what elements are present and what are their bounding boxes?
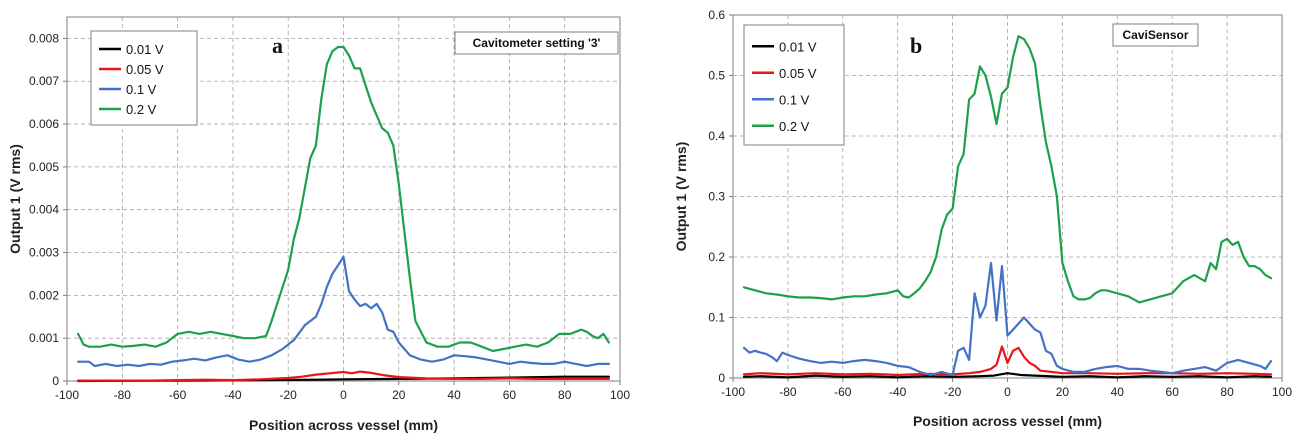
x-tick-label: -60 bbox=[169, 388, 187, 402]
legend-label: 0.05 V bbox=[126, 62, 164, 77]
series-line-0-1-V bbox=[742, 261, 1273, 377]
y-tick-label: 0 bbox=[52, 374, 59, 388]
x-tick-label: -100 bbox=[721, 385, 745, 399]
y-tick-label: 0.006 bbox=[29, 117, 59, 131]
x-tick-label: 100 bbox=[610, 388, 630, 402]
y-tick-label: 0.004 bbox=[29, 203, 59, 217]
y-tick-label: 0.005 bbox=[29, 160, 59, 174]
x-tick-label: -80 bbox=[779, 385, 797, 399]
y-tick-label: 0.002 bbox=[29, 288, 59, 302]
y-axis-title: Output 1 (V rms) bbox=[673, 142, 689, 252]
legend-label: 0.1 V bbox=[779, 92, 810, 107]
chart-panel-b: -100 -80 -60 -40 -20 0 20 40 60 80 100 0 0.1 0.2 0.3 0.… bbox=[673, 8, 1292, 429]
x-tick-label: 40 bbox=[1111, 385, 1125, 399]
x-tick-label: -20 bbox=[280, 388, 298, 402]
y-tick-label: 0.4 bbox=[708, 129, 725, 143]
series-lines bbox=[76, 45, 611, 383]
panel-letter: b bbox=[910, 33, 922, 58]
x-tick-label: -20 bbox=[944, 385, 962, 399]
x-axis-ticks: -100 -80 -60 -40 -20 0 20 40 60 80 100 bbox=[721, 378, 1292, 399]
y-tick-label: 0.2 bbox=[708, 250, 725, 264]
series-line-0-05-V bbox=[76, 370, 611, 382]
y-tick-label: 0.001 bbox=[29, 331, 59, 345]
x-tick-label: 60 bbox=[503, 388, 517, 402]
x-tick-label: -80 bbox=[114, 388, 132, 402]
x-tick-label: -40 bbox=[224, 388, 242, 402]
x-tick-label: 0 bbox=[340, 388, 347, 402]
legend: 0.01 V 0.05 V 0.1 V 0.2 V bbox=[743, 24, 845, 146]
chart-panel-a: -100 -80 -60 -40 -20 0 20 40 60 80 10000.0010.0020… bbox=[7, 16, 630, 433]
y-axis-ticks: 0 0.001 0.002 0.003 0.004 0.005 0.006 0.007 0.00… bbox=[29, 31, 67, 388]
x-tick-label: 0 bbox=[1004, 385, 1011, 399]
x-axis-title: Position across vessel (mm) bbox=[913, 413, 1102, 429]
y-axis-title: Output 1 (V rms) bbox=[7, 144, 23, 254]
series-line-0-01-V bbox=[742, 372, 1273, 379]
x-tick-label: 100 bbox=[1272, 385, 1292, 399]
y-tick-label: 0 bbox=[718, 371, 725, 385]
x-tick-label: -40 bbox=[889, 385, 907, 399]
y-axis-ticks: 0 0.1 0.2 0.3 0.4 0.5 0.6 bbox=[708, 8, 733, 385]
x-tick-label: 60 bbox=[1166, 385, 1180, 399]
series-lines bbox=[742, 35, 1273, 379]
setting-label-box bbox=[454, 31, 619, 55]
legend-label: 0.01 V bbox=[126, 42, 164, 57]
legend-label: 0.1 V bbox=[126, 82, 157, 97]
legend-label: 0.2 V bbox=[126, 102, 157, 117]
y-tick-label: 0.008 bbox=[29, 31, 59, 45]
y-tick-label: 0.003 bbox=[29, 246, 59, 260]
legend-label: 0.2 V bbox=[779, 119, 810, 134]
series-line-0-2-V bbox=[76, 45, 611, 353]
y-tick-label: 0.3 bbox=[708, 190, 725, 204]
series-line-0-2-V bbox=[742, 35, 1273, 304]
x-tick-label: -60 bbox=[834, 385, 852, 399]
legend-label: 0.01 V bbox=[779, 39, 817, 54]
setting-label-box bbox=[1112, 23, 1199, 47]
y-tick-label: 0.007 bbox=[29, 74, 59, 88]
panel-letter: a bbox=[272, 33, 283, 58]
x-tick-label: 20 bbox=[1056, 385, 1070, 399]
x-tick-label: 20 bbox=[392, 388, 406, 402]
x-tick-label: 40 bbox=[447, 388, 461, 402]
x-tick-label: 80 bbox=[558, 388, 572, 402]
legend: 0.01 V 0.05 V 0.1 V 0.2 V bbox=[90, 30, 198, 126]
x-tick-label: -100 bbox=[55, 388, 79, 402]
series-line-0-05-V bbox=[742, 345, 1273, 377]
series-line-0-1-V bbox=[76, 255, 611, 368]
x-axis-ticks: -100 -80 -60 -40 -20 0 20 40 60 80 100 bbox=[55, 381, 630, 402]
y-tick-label: 0.6 bbox=[708, 8, 725, 22]
legend-label: 0.05 V bbox=[779, 66, 817, 81]
y-tick-label: 0.1 bbox=[708, 311, 725, 325]
x-axis-title: Position across vessel (mm) bbox=[249, 417, 438, 433]
setting-label: Cavitometer setting '3' bbox=[473, 36, 601, 50]
x-tick-label: 80 bbox=[1220, 385, 1234, 399]
y-tick-label: 0.5 bbox=[708, 69, 725, 83]
setting-label: CaviSensor bbox=[1122, 28, 1188, 42]
